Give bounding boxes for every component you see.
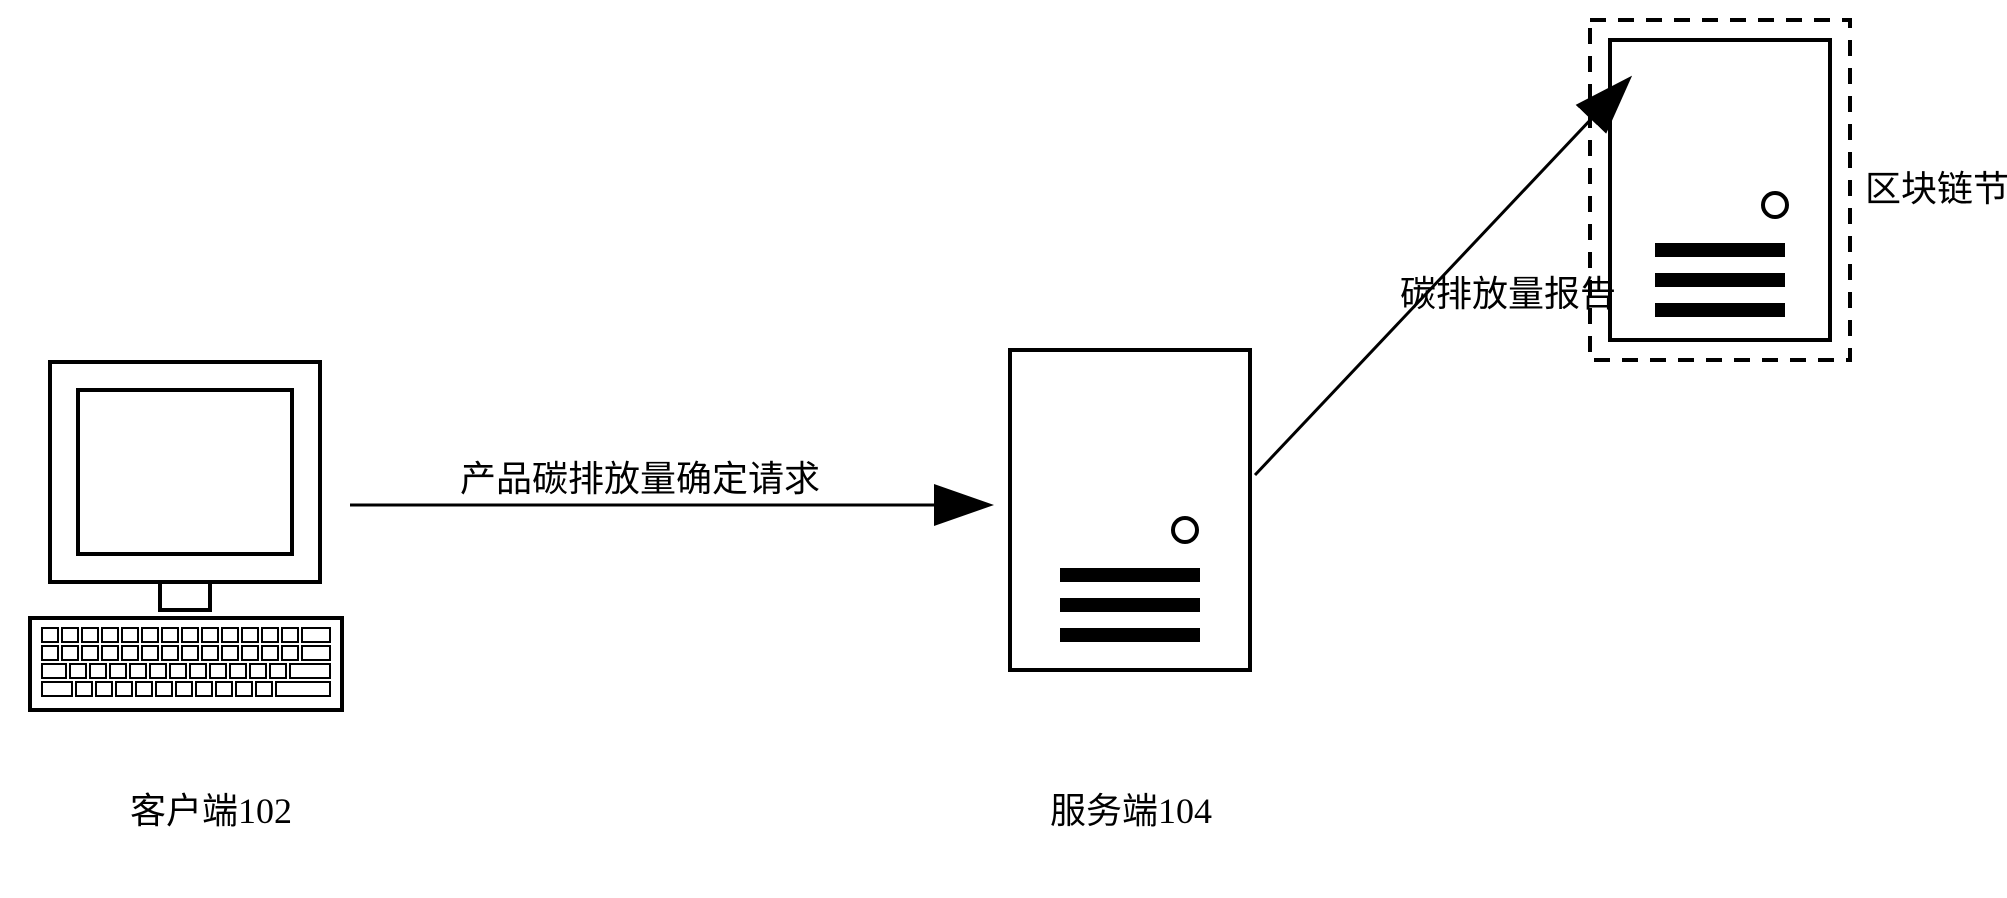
client-label: 客户端102 xyxy=(130,782,292,834)
client-node xyxy=(30,362,342,710)
diagram-canvas xyxy=(0,0,2007,898)
blockchain-node xyxy=(1590,20,1850,360)
server-label: 服务端104 xyxy=(1050,782,1212,834)
edge1-label: 产品碳排放量确定请求 xyxy=(460,450,820,502)
edge2-label: 碳排放量报告 xyxy=(1400,265,1616,317)
blockchain-label: 区块链节点106 xyxy=(1865,160,2007,212)
server-node xyxy=(1010,350,1250,670)
